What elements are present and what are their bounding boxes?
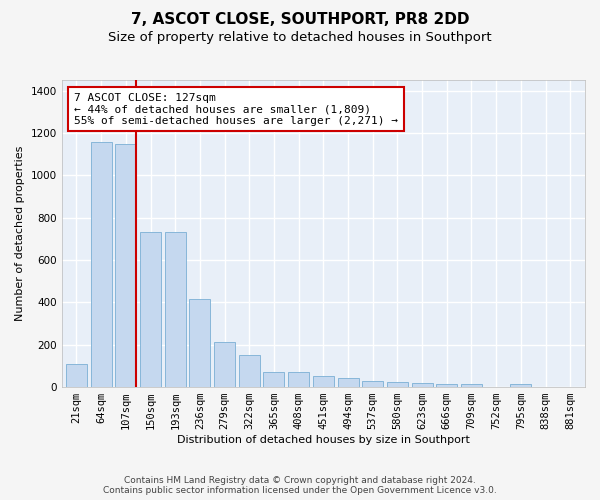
Bar (511, 384, 532, 387)
Y-axis label: Number of detached properties: Number of detached properties (15, 146, 25, 321)
Bar (387, 382, 408, 387)
Bar (338, 378, 359, 387)
Bar (239, 356, 260, 387)
Bar (66, 364, 87, 387)
Bar (412, 383, 433, 387)
X-axis label: Distribution of detached houses by size in Southport: Distribution of detached houses by size … (177, 435, 470, 445)
Text: Contains public sector information licensed under the Open Government Licence v3: Contains public sector information licen… (103, 486, 497, 495)
Bar (313, 376, 334, 387)
Text: 7 ASCOT CLOSE: 127sqm
← 44% of detached houses are smaller (1,809)
55% of semi-d: 7 ASCOT CLOSE: 127sqm ← 44% of detached … (74, 92, 398, 126)
Bar (214, 342, 235, 387)
Bar (436, 384, 457, 387)
Bar (362, 380, 383, 387)
Bar (461, 384, 482, 387)
Text: Contains HM Land Registry data © Crown copyright and database right 2024.: Contains HM Land Registry data © Crown c… (124, 476, 476, 485)
Text: Size of property relative to detached houses in Southport: Size of property relative to detached ho… (108, 31, 492, 44)
Bar (165, 232, 186, 387)
Bar (140, 232, 161, 387)
Bar (288, 372, 309, 387)
Text: 7, ASCOT CLOSE, SOUTHPORT, PR8 2DD: 7, ASCOT CLOSE, SOUTHPORT, PR8 2DD (131, 12, 469, 28)
Bar (190, 299, 211, 387)
Bar (263, 372, 284, 387)
Bar (115, 144, 136, 387)
Bar (91, 142, 112, 387)
